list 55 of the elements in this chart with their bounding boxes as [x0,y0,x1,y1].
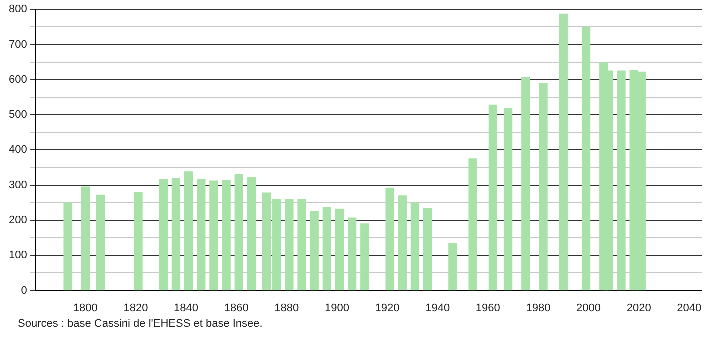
x-tick-label: 2000 [576,302,602,314]
bar [210,180,218,291]
x-tick-label: 1960 [476,302,500,314]
bar [184,172,194,291]
bar [410,202,420,291]
y-tick-label: 300 [8,179,28,192]
x-tick-label: 1900 [324,302,350,314]
bar [386,188,394,291]
y-tick-label: 800 [8,4,28,16]
bar [222,180,231,291]
bar [96,194,106,291]
bar [197,179,206,291]
y-tick-label: 500 [8,109,28,122]
x-tick-label: 1880 [274,302,300,314]
x-tick-label: 2020 [626,302,652,314]
bar [617,70,626,291]
bar [398,196,407,291]
x-tick-label: 2040 [677,302,702,314]
bar [468,158,478,291]
bar [172,178,181,291]
y-tick-label: 0 [21,284,28,297]
x-tick-label: 1980 [526,302,551,314]
bar [81,186,90,291]
x-tick-label: 1940 [426,302,450,314]
bar [234,174,244,291]
y-tick-label: 200 [8,214,28,227]
x-tick-label: 1820 [124,302,148,314]
bar [539,83,548,291]
bar [448,243,458,291]
bar [504,108,513,291]
bar [159,179,168,291]
x-tick-label: 1860 [224,302,249,314]
x-tick-label: 1800 [73,302,98,314]
bar [134,192,143,291]
bar [348,218,357,291]
bar [360,224,370,291]
bar [322,208,332,291]
bar [247,177,256,291]
x-tick-label: 1840 [174,302,199,314]
x-tick-label: 1920 [375,302,400,314]
bar [335,208,344,291]
source-note: Sources : base Cassini de l'EHESS et base Insee. [17,318,264,330]
bar [559,14,568,291]
bar [488,104,498,291]
bar [298,199,306,291]
bar [582,26,591,291]
bar [310,211,319,291]
y-tick-label: 600 [8,74,28,86]
bar [285,199,294,291]
bar [423,208,432,291]
y-tick-label: 100 [8,250,28,262]
bar [522,77,530,291]
y-tick-label: 400 [8,144,28,156]
y-tick-label: 700 [8,38,28,51]
bar [64,202,72,291]
